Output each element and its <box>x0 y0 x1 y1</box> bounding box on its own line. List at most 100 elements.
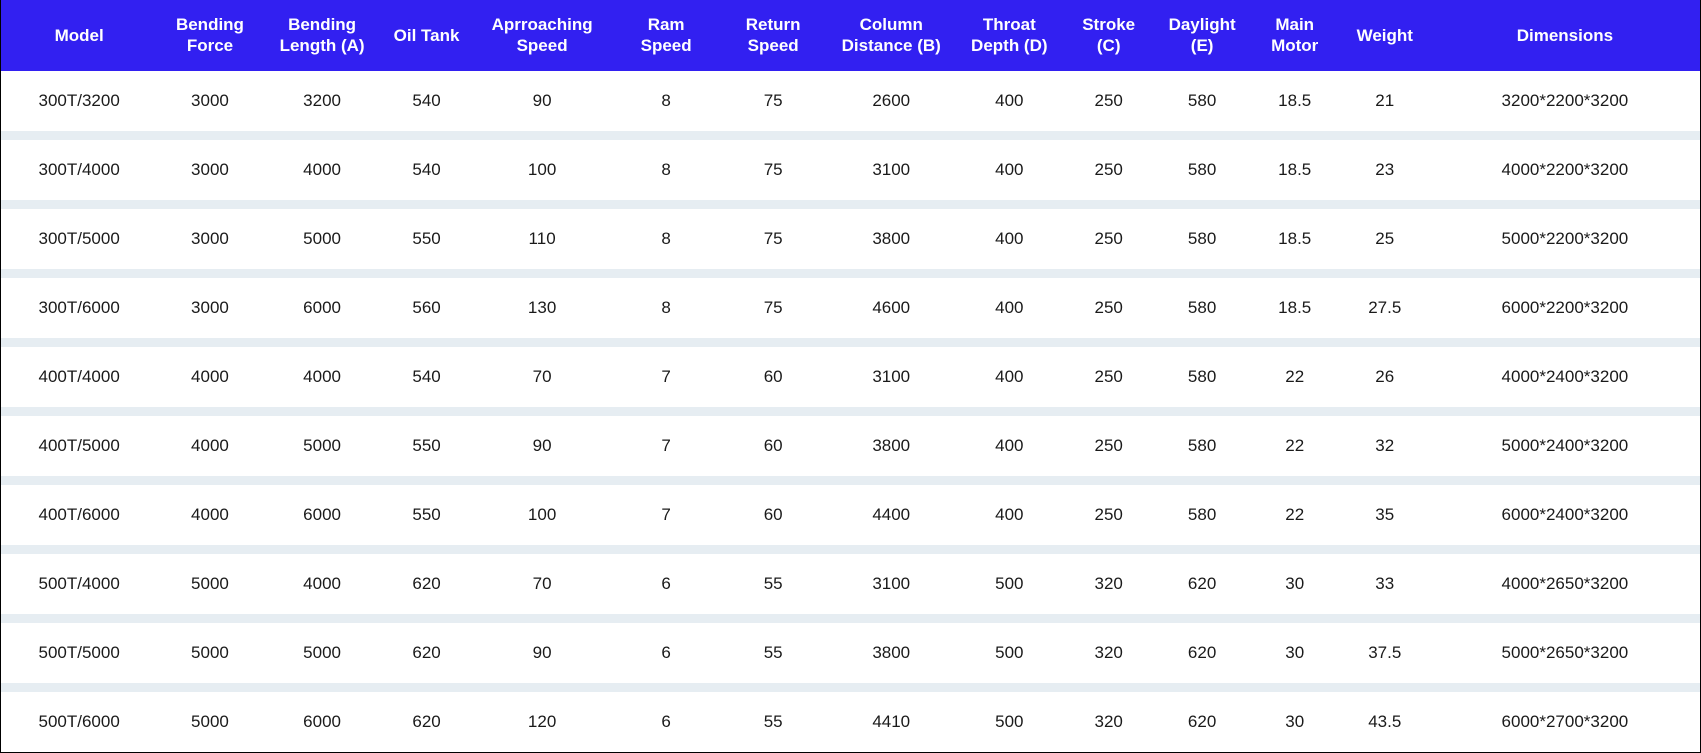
row-separator <box>1 407 1700 416</box>
cell-return_speed: 75 <box>720 278 827 338</box>
cell-weight: 33 <box>1340 554 1430 614</box>
cell-return_speed: 75 <box>720 71 827 131</box>
cell-throat_depth_d: 400 <box>956 71 1063 131</box>
cell-daylight_e: 580 <box>1155 485 1250 545</box>
cell-ram_speed: 8 <box>613 71 720 131</box>
cell-column_dist_b: 3800 <box>827 623 956 683</box>
cell-daylight_e: 580 <box>1155 140 1250 200</box>
table-body: 300T/32003000320054090875260040025058018… <box>1 71 1700 752</box>
cell-model: 300T/6000 <box>1 278 157 338</box>
cell-column_dist_b: 3800 <box>827 209 956 269</box>
cell-throat_depth_d: 400 <box>956 485 1063 545</box>
cell-bending_length_a: 4000 <box>263 140 382 200</box>
cell-oil_tank: 620 <box>382 623 472 683</box>
cell-daylight_e: 580 <box>1155 278 1250 338</box>
cell-model: 400T/4000 <box>1 347 157 407</box>
cell-main_motor: 30 <box>1250 554 1340 614</box>
cell-stroke_c: 250 <box>1063 71 1155 131</box>
spec-table: Model Bending Force Bending Length (A) O… <box>1 0 1700 752</box>
cell-weight: 32 <box>1340 416 1430 476</box>
cell-oil_tank: 620 <box>382 692 472 752</box>
cell-weight: 26 <box>1340 347 1430 407</box>
cell-approach_speed: 70 <box>472 554 613 614</box>
row-separator <box>1 269 1700 278</box>
cell-bending_force: 5000 <box>157 554 262 614</box>
cell-approach_speed: 110 <box>472 209 613 269</box>
cell-daylight_e: 620 <box>1155 554 1250 614</box>
row-separator-cell <box>1 200 1700 209</box>
cell-bending_length_a: 5000 <box>263 416 382 476</box>
cell-main_motor: 18.5 <box>1250 140 1340 200</box>
col-header-bending-length-a: Bending Length (A) <box>263 0 382 71</box>
col-header-throat-depth-d: Throat Depth (D) <box>956 0 1063 71</box>
cell-weight: 27.5 <box>1340 278 1430 338</box>
cell-ram_speed: 8 <box>613 209 720 269</box>
row-separator <box>1 476 1700 485</box>
cell-ram_speed: 6 <box>613 692 720 752</box>
cell-column_dist_b: 4600 <box>827 278 956 338</box>
cell-return_speed: 60 <box>720 347 827 407</box>
cell-model: 400T/6000 <box>1 485 157 545</box>
row-separator <box>1 338 1700 347</box>
col-header-ram-speed: Ram Speed <box>613 0 720 71</box>
row-separator-cell <box>1 476 1700 485</box>
cell-stroke_c: 320 <box>1063 554 1155 614</box>
cell-column_dist_b: 3100 <box>827 347 956 407</box>
cell-main_motor: 18.5 <box>1250 71 1340 131</box>
cell-bending_length_a: 6000 <box>263 485 382 545</box>
cell-approach_speed: 120 <box>472 692 613 752</box>
cell-ram_speed: 7 <box>613 416 720 476</box>
cell-model: 500T/4000 <box>1 554 157 614</box>
cell-dimensions: 5000*2200*3200 <box>1430 209 1700 269</box>
row-separator-cell <box>1 545 1700 554</box>
cell-stroke_c: 250 <box>1063 209 1155 269</box>
cell-daylight_e: 580 <box>1155 347 1250 407</box>
cell-column_dist_b: 3800 <box>827 416 956 476</box>
cell-dimensions: 4000*2650*3200 <box>1430 554 1700 614</box>
cell-daylight_e: 620 <box>1155 692 1250 752</box>
cell-return_speed: 55 <box>720 623 827 683</box>
cell-bending_force: 4000 <box>157 347 262 407</box>
cell-ram_speed: 7 <box>613 347 720 407</box>
cell-weight: 35 <box>1340 485 1430 545</box>
cell-model: 300T/4000 <box>1 140 157 200</box>
cell-bending_force: 5000 <box>157 692 262 752</box>
cell-approach_speed: 100 <box>472 140 613 200</box>
row-separator <box>1 683 1700 692</box>
cell-bending_length_a: 4000 <box>263 347 382 407</box>
cell-daylight_e: 580 <box>1155 416 1250 476</box>
cell-dimensions: 6000*2700*3200 <box>1430 692 1700 752</box>
cell-ram_speed: 6 <box>613 623 720 683</box>
col-header-weight: Weight <box>1340 0 1430 71</box>
cell-dimensions: 3200*2200*3200 <box>1430 71 1700 131</box>
cell-stroke_c: 250 <box>1063 347 1155 407</box>
cell-throat_depth_d: 500 <box>956 623 1063 683</box>
row-separator-cell <box>1 407 1700 416</box>
cell-return_speed: 75 <box>720 140 827 200</box>
cell-dimensions: 6000*2200*3200 <box>1430 278 1700 338</box>
cell-bending_force: 3000 <box>157 71 262 131</box>
cell-column_dist_b: 3100 <box>827 554 956 614</box>
col-header-main-motor: Main Motor <box>1250 0 1340 71</box>
cell-column_dist_b: 4410 <box>827 692 956 752</box>
cell-dimensions: 6000*2400*3200 <box>1430 485 1700 545</box>
cell-daylight_e: 580 <box>1155 71 1250 131</box>
col-header-model: Model <box>1 0 157 71</box>
cell-oil_tank: 620 <box>382 554 472 614</box>
cell-stroke_c: 250 <box>1063 485 1155 545</box>
cell-model: 500T/6000 <box>1 692 157 752</box>
cell-oil_tank: 540 <box>382 71 472 131</box>
cell-main_motor: 18.5 <box>1250 209 1340 269</box>
cell-column_dist_b: 4400 <box>827 485 956 545</box>
cell-oil_tank: 540 <box>382 140 472 200</box>
table-row: 300T/32003000320054090875260040025058018… <box>1 71 1700 131</box>
cell-bending_length_a: 6000 <box>263 278 382 338</box>
cell-daylight_e: 580 <box>1155 209 1250 269</box>
cell-approach_speed: 90 <box>472 71 613 131</box>
cell-approach_speed: 70 <box>472 347 613 407</box>
col-header-dimensions: Dimensions <box>1430 0 1700 71</box>
cell-column_dist_b: 3100 <box>827 140 956 200</box>
table-row: 400T/50004000500055090760380040025058022… <box>1 416 1700 476</box>
col-header-return-speed: Return Speed <box>720 0 827 71</box>
row-separator-cell <box>1 614 1700 623</box>
